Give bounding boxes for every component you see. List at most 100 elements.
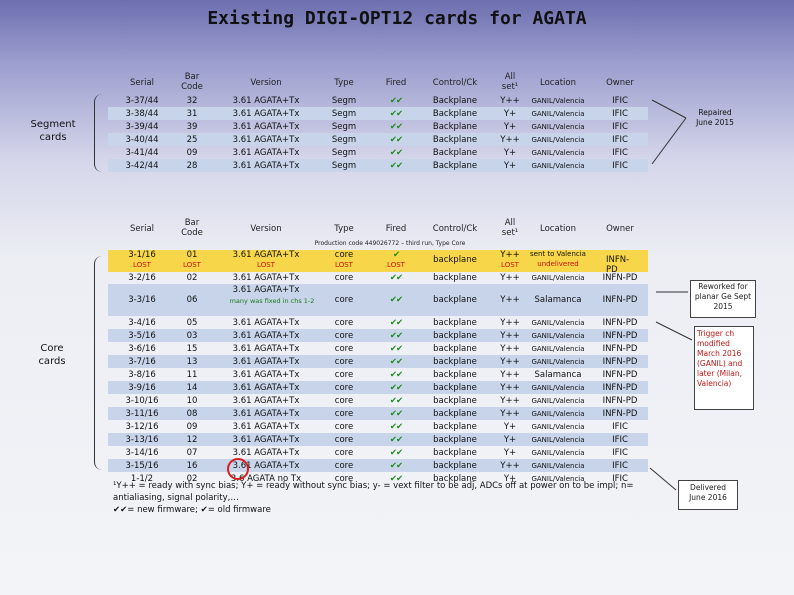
cell-version: 3.61 AGATA+Tx (232, 356, 300, 367)
hdr-barcode: Bar Code (181, 218, 203, 238)
cell-location2: undelivered (537, 260, 579, 268)
cell-control: backplane (433, 395, 477, 406)
cell-serial: 3-4/16 (128, 317, 156, 328)
cell-serial: 3-11/16 (125, 408, 159, 419)
cell-control: Backplane (432, 108, 478, 119)
cell-bar: 31 (186, 108, 198, 119)
cell-version: 3.61 AGATA+Tx (232, 421, 300, 432)
table-row: 3-42/44 28 3.61 AGATA+Tx Segm ✔✔ Backplane Y+ G… (108, 159, 648, 172)
cell-allset: Y++ (500, 272, 520, 283)
cell-control: Backplane (432, 160, 478, 171)
cell-fired: ✔✔ (389, 343, 403, 354)
cell-serial: 3-41/44 (125, 147, 159, 158)
core-table-header: Serial Bar Code Version Type Fired Contr… (108, 216, 648, 242)
cell-allset: Y++ (500, 95, 520, 106)
cell-allset: Y++ (500, 408, 520, 419)
table-row: 3-12/16 09 3.61 AGATA+Tx core ✔✔ backplane Y+ G… (108, 420, 648, 433)
cell-control: backplane (433, 434, 477, 445)
cell-fired: ✔✔ (389, 382, 403, 393)
cell-version: 3.61 AGATA+Tx (232, 460, 300, 471)
cell-type: core (334, 295, 354, 305)
cell-control: backplane (433, 356, 477, 367)
cell-type: core (334, 395, 354, 406)
table-row: 3-2/16 02 3.61 AGATA+Tx core ✔✔ backplane Y++ G… (108, 271, 648, 284)
cell-control: backplane (433, 330, 477, 341)
cell-type: core (334, 421, 354, 432)
cell-type: core (334, 369, 354, 380)
table-row: 3-5/16 03 3.61 AGATA+Tx core ✔✔ backplane Y++ G… (108, 329, 648, 342)
cell-location: GANIL/Valencia (531, 357, 585, 366)
cell-bar: 09 (186, 147, 198, 158)
table-row: 3-4/16 05 3.61 AGATA+Tx core ✔✔ backplane Y++ G… (108, 316, 648, 329)
cell-owner: IFIC (612, 421, 628, 432)
cell-fired: ✔✔ (389, 369, 403, 380)
cell-owner: INFN-PD (602, 317, 638, 328)
cell-location: GANIL/Valencia (531, 396, 585, 405)
hdr-control: Control/Ck (432, 78, 478, 88)
cell-version: 3.61 AGATA+Tx (232, 95, 300, 106)
hdr-control: Control/Ck (432, 224, 478, 234)
cell-version: 3.61 AGATA+Tx (232, 272, 300, 283)
cell-control: Backplane (432, 95, 478, 106)
cell-serial: 3-42/44 (125, 160, 159, 171)
cell-allset: Y++ (500, 330, 520, 341)
cell-serial: 3-38/44 (125, 108, 159, 119)
hdr-owner: Owner (606, 78, 634, 88)
cell-bar: 01 (186, 250, 198, 260)
cell-owner: IFIC (612, 460, 628, 471)
footnote-line1: ¹Y++ = ready with sync bias; Y+ = ready … (113, 481, 634, 503)
cell-owner: INFN-PD (602, 382, 638, 393)
cell-version: 3.61 AGATA+Tx (232, 160, 300, 171)
cell-allset: Y+ (503, 160, 517, 171)
cell-owner: INFN-PD (602, 395, 638, 406)
cell-location: Salamanca (534, 369, 582, 380)
hdr-owner: Owner (606, 224, 634, 234)
cell-fired: ✔✔ (389, 473, 403, 484)
cell-allset: Y++ (500, 343, 520, 354)
segment-brace (94, 94, 103, 172)
cell-fired: ✔✔ (389, 121, 403, 132)
cell-fired: ✔✔ (389, 434, 403, 445)
cell-owner: INFN-PD (602, 343, 638, 354)
cell-control: backplane (433, 421, 477, 432)
cell-fired: ✔✔ (389, 160, 403, 171)
cell-fired: ✔✔ (389, 421, 403, 432)
cell-fired: ✔✔ (389, 460, 403, 471)
cell-allset: Y++ (500, 395, 520, 406)
cell-location: GANIL/Valencia (531, 109, 585, 118)
cell-owner: IFIC (612, 108, 628, 119)
hdr-version: Version (250, 78, 282, 88)
cell-version: 3.61 AGATA+Tx (232, 343, 300, 354)
cell-allset: Y+ (503, 147, 517, 158)
cell-serial: 3-14/16 (125, 447, 159, 458)
table-row: 1-1/2 02 3.6 AGATA no Tx core ✔✔ backplane Y+ G… (108, 472, 648, 485)
cell-location: GANIL/Valencia (531, 435, 585, 444)
cell-bar: 13 (186, 356, 198, 367)
cell-serial: 3-8/16 (128, 369, 156, 380)
cell-owner: IFIC (612, 434, 628, 445)
cell-location: GANIL/Valencia (531, 161, 585, 170)
note-delivered: Delivered June 2016 (678, 480, 738, 510)
cell-bar-lost: LOST (183, 261, 201, 269)
hdr-serial: Serial (129, 78, 155, 88)
cell-fired: ✔✔ (389, 147, 403, 158)
cell-bar: 32 (186, 95, 198, 106)
cell-version: 3.61 AGATA+Tx (232, 330, 300, 341)
cell-control: Backplane (432, 121, 478, 132)
cell-allset-lost: LOST (501, 261, 519, 269)
cell-type: Segm (331, 160, 357, 171)
cell-location: Salamanca (534, 295, 582, 305)
cell-location: sent to Valencia (530, 250, 586, 258)
cell-type: core (334, 317, 354, 328)
cell-fired: ✔✔ (389, 447, 403, 458)
table-row: 3-41/44 09 3.61 AGATA+Tx Segm ✔✔ Backplane Y+ G… (108, 146, 648, 159)
segment-table-header: Serial Bar Code Version Type Fired Contr… (108, 70, 648, 96)
cell-control: backplane (433, 382, 477, 393)
cell-location: GANIL/Valencia (531, 448, 585, 457)
table-row: 3-8/16 11 3.61 AGATA+Tx core ✔✔ backplane Y++ S… (108, 368, 648, 381)
table-row: 3-9/16 14 3.61 AGATA+Tx core ✔✔ backplane Y++ G… (108, 381, 648, 394)
cell-version: 3.61 AGATA+Tx (232, 434, 300, 445)
table-row: 3-38/44 31 3.61 AGATA+Tx Segm ✔✔ Backplane Y+ G… (108, 107, 648, 120)
cell-bar: 25 (186, 134, 198, 145)
cell-owner: INFN-PD (602, 408, 638, 419)
